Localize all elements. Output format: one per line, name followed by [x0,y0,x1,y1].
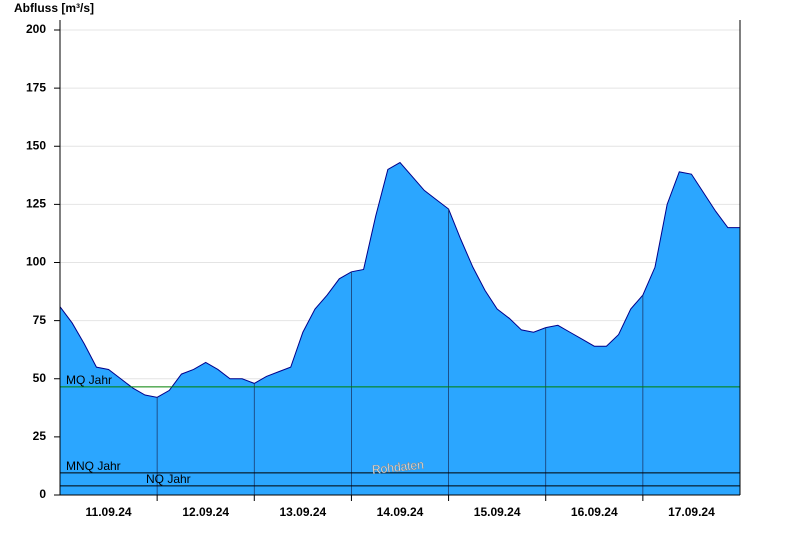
x-tick-label: 15.09.24 [474,505,521,519]
y-tick-label: 175 [26,80,46,94]
x-tick-label: 16.09.24 [571,505,618,519]
y-tick-label: 200 [26,22,46,36]
x-tick-label: 13.09.24 [279,505,326,519]
x-tick-label: 11.09.24 [86,505,132,519]
y-tick-label: 75 [33,313,47,327]
watermark: Rohdaten [371,457,424,476]
x-tick-label: 17.09.24 [668,505,715,519]
x-tick-label: 14.09.24 [377,505,424,519]
y-tick-label: 50 [33,371,47,385]
x-tick-label: 12.09.24 [182,505,229,519]
y-tick-label: 25 [33,429,47,443]
y-tick-label: 125 [26,197,46,211]
reference-label: MNQ Jahr [66,459,121,473]
area-line [59,161,740,398]
area-fill [60,162,740,495]
y-tick-label: 150 [26,138,46,152]
reference-label: MQ Jahr [66,373,112,387]
y-tick-label: 100 [26,255,46,269]
y-tick-label: 0 [39,487,46,501]
reference-label: NQ Jahr [146,472,191,486]
y-axis-label: Abfluss [m³/s] [14,1,94,15]
